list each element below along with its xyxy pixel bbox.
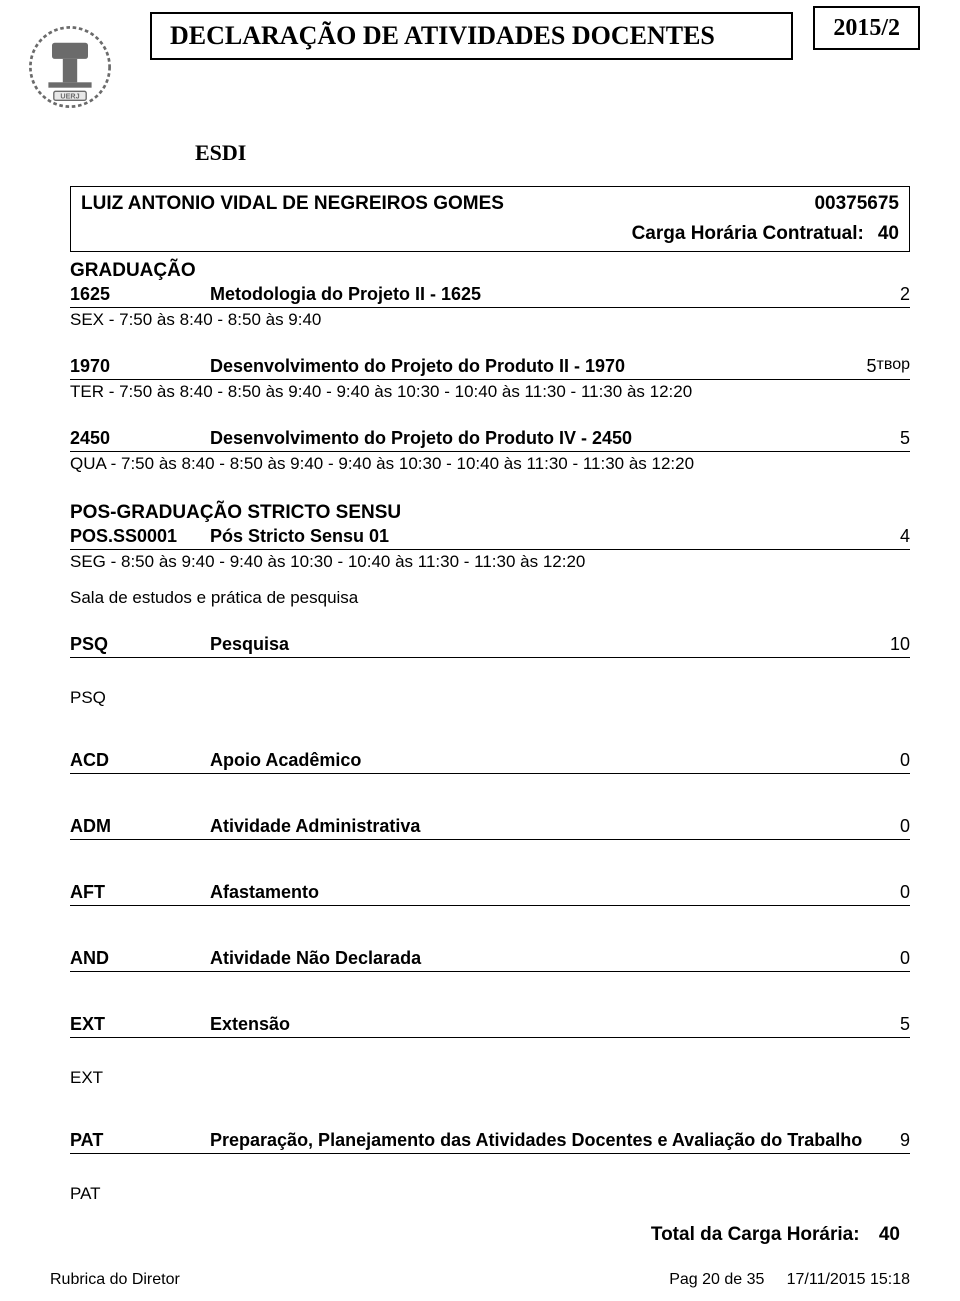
activity-row: ACDApoio Acadêmico0 [70, 750, 910, 774]
section-pos: POS-GRADUAÇÃO STRICTO SENSU [70, 502, 910, 524]
activity-code: EXT [70, 1014, 210, 1035]
activity-name: Extensão [210, 1014, 870, 1035]
uerj-crest-icon: UERJ [25, 17, 115, 117]
document-period: 2015/2 [813, 6, 920, 50]
activity-hours: 0 [870, 816, 910, 837]
document-header: UERJ DECLARAÇÃO DE ATIVIDADES DOCENTES 2… [0, 0, 960, 122]
total-label: Total da Carga Horária: [651, 1224, 860, 1245]
svg-text:UERJ: UERJ [60, 92, 79, 101]
course-row: 2450 Desenvolvimento do Projeto do Produ… [70, 428, 910, 452]
total-row: Total da Carga Horária: 40 [70, 1224, 910, 1246]
activity-hours: 9 [870, 1130, 910, 1151]
total-value: 40 [879, 1224, 900, 1245]
course-hours: 5 [870, 428, 910, 449]
activity-extra-code: EXT [70, 1068, 910, 1088]
course-name: Pós Stricto Sensu 01 [210, 526, 870, 547]
activity-hours: 0 [870, 750, 910, 771]
course-hours: 5 [837, 356, 877, 377]
activity-code: ACD [70, 750, 210, 771]
course-code: 1625 [70, 284, 210, 305]
activity-row: PSQPesquisa10 [70, 634, 910, 658]
activity-hours: 5 [870, 1014, 910, 1035]
activity-name: Afastamento [210, 882, 870, 903]
course-name: Desenvolvimento do Projeto do Produto IV… [210, 428, 870, 449]
course-name: Desenvolvimento do Projeto do Produto II… [210, 356, 837, 377]
course-row: 1625 Metodologia do Projeto II - 1625 2 [70, 284, 910, 308]
footer-rubrica: Rubrica do Diretor [50, 1271, 180, 1289]
carga-value: 40 [878, 223, 899, 245]
professor-name-row: LUIZ ANTONIO VIDAL DE NEGREIROS GOMES 00… [70, 186, 910, 219]
course-schedule: QUA - 7:50 às 8:40 - 8:50 às 9:40 - 9:40… [70, 454, 910, 474]
carga-label: Carga Horária Contratual: [632, 223, 864, 245]
course-code: 2450 [70, 428, 210, 449]
course-schedule: SEX - 7:50 às 8:40 - 8:50 às 9:40 [70, 310, 910, 330]
section-graduacao: GRADUAÇÃO [70, 260, 910, 282]
activity-code: PSQ [70, 634, 210, 655]
activity-hours: 10 [870, 634, 910, 655]
course-hours: 4 [870, 526, 910, 547]
uerj-logo: UERJ [20, 12, 120, 122]
course-schedule: SEG - 8:50 às 9:40 - 9:40 às 10:30 - 10:… [70, 552, 910, 572]
document-body: LUIZ ANTONIO VIDAL DE NEGREIROS GOMES 00… [0, 166, 960, 1246]
activity-code: ADM [70, 816, 210, 837]
activity-row: ANDAtividade Não Declarada0 [70, 948, 910, 972]
course-row: 1970 Desenvolvimento do Projeto do Produ… [70, 356, 910, 380]
activity-extra-code: PSQ [70, 688, 910, 708]
course-code: POS.SS0001 [70, 526, 210, 547]
course-row: POS.SS0001 Pós Stricto Sensu 01 4 [70, 526, 910, 550]
activity-hours: 0 [870, 882, 910, 903]
activity-name: Apoio Acadêmico [210, 750, 870, 771]
page-footer: Rubrica do Diretor Pag 20 de 35 17/11/20… [50, 1271, 910, 1289]
activity-code: AFT [70, 882, 210, 903]
activity-row: AFTAfastamento0 [70, 882, 910, 906]
activity-row: PATPreparação, Planejamento das Atividad… [70, 1130, 910, 1154]
carga-horaria-row: Carga Horária Contratual: 40 [70, 219, 910, 252]
document-title: DECLARAÇÃO DE ATIVIDADES DOCENTES [150, 12, 793, 60]
course-name: Metodologia do Projeto II - 1625 [210, 284, 870, 305]
activity-code: PAT [70, 1130, 210, 1151]
pos-note: Sala de estudos e prática de pesquisa [70, 588, 910, 608]
activity-name: Pesquisa [210, 634, 870, 655]
footer-page: Pag 20 de 35 [669, 1271, 764, 1288]
activity-name: Preparação, Planejamento das Atividades … [210, 1130, 870, 1151]
activity-row: EXTExtensão5 [70, 1014, 910, 1038]
course-hours: 2 [870, 284, 910, 305]
activity-code: AND [70, 948, 210, 969]
course-code: 1970 [70, 356, 210, 377]
activity-extra-code: PAT [70, 1184, 910, 1204]
activity-row: ADMAtividade Administrativa0 [70, 816, 910, 840]
activities-list: PSQPesquisa10PSQACDApoio Acadêmico0ADMAt… [70, 608, 910, 1204]
professor-id: 00375675 [814, 193, 899, 215]
department-code: ESDI [195, 140, 960, 166]
course-schedule: TER - 7:50 às 8:40 - 8:50 às 9:40 - 9:40… [70, 382, 910, 402]
activity-hours: 0 [870, 948, 910, 969]
activity-name: Atividade Administrativa [210, 816, 870, 837]
activity-name: Atividade Não Declarada [210, 948, 870, 969]
footer-timestamp: 17/11/2015 15:18 [787, 1271, 910, 1288]
professor-name: LUIZ ANTONIO VIDAL DE NEGREIROS GOMES [81, 193, 504, 215]
